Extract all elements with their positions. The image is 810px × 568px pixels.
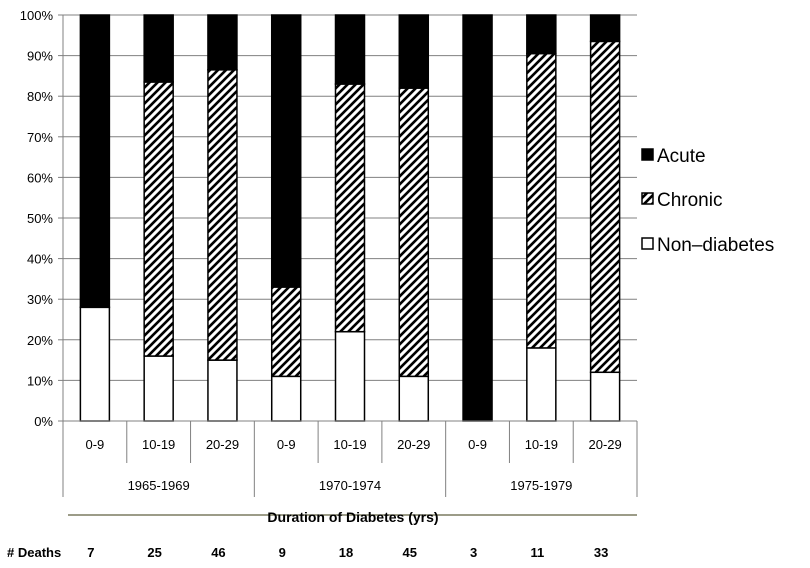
x-axis: 0-9 10-19 20-29 0-9 10-19 20-29 0-9 10-19 20-29 1… bbox=[62, 420, 638, 516]
bar-segment-acute bbox=[270, 14, 302, 288]
y-tick-label: 60% bbox=[27, 170, 53, 185]
x-group-label: 1975-1979 bbox=[510, 478, 572, 493]
x-group-label: 1965-1969 bbox=[128, 478, 190, 493]
bar-segment-nondiabetes bbox=[589, 371, 621, 422]
bar-segment-nondiabetes bbox=[526, 347, 557, 422]
bars bbox=[79, 14, 621, 422]
y-tick-label: 70% bbox=[27, 130, 53, 145]
bar-segment-chronic bbox=[334, 83, 366, 333]
bar-segment-acute bbox=[526, 14, 557, 55]
x-group-label: 1970-1974 bbox=[319, 478, 381, 493]
bar-segment-nondiabetes bbox=[398, 375, 430, 422]
y-tick-label: 10% bbox=[27, 373, 53, 388]
bar-segment-acute bbox=[143, 14, 174, 83]
bar-segment-acute bbox=[207, 14, 238, 71]
bar-segment-chronic bbox=[589, 40, 621, 374]
bar-segment-chronic bbox=[207, 69, 238, 361]
deaths-value: 18 bbox=[339, 545, 353, 560]
y-tick-label: 0% bbox=[34, 414, 53, 429]
deaths-value: 7 bbox=[87, 545, 94, 560]
deaths-value: 3 bbox=[470, 545, 477, 560]
legend-nondiabetes-label: Non–diabetes bbox=[657, 235, 774, 256]
x-tick-label: 10-19 bbox=[525, 437, 558, 452]
bar-segment-chronic bbox=[398, 87, 430, 378]
bar-segment-acute bbox=[589, 14, 621, 43]
x-tick-label: 20-29 bbox=[206, 437, 239, 452]
deaths-label: # Deaths bbox=[7, 545, 61, 560]
y-tick-label: 100% bbox=[20, 8, 54, 23]
bar-segment-acute bbox=[462, 14, 493, 422]
bar-segment-chronic bbox=[526, 52, 557, 349]
legend: Acute Chronic Non–diabetes bbox=[641, 146, 774, 256]
deaths-value: 25 bbox=[147, 545, 161, 560]
bar-segment-nondiabetes bbox=[270, 375, 302, 422]
legend-acute-swatch bbox=[641, 148, 654, 161]
bar-segment-acute bbox=[79, 14, 111, 309]
legend-nondiabetes-swatch bbox=[641, 237, 654, 250]
bar-segment-nondiabetes bbox=[143, 355, 174, 422]
deaths-value: 11 bbox=[530, 545, 544, 560]
y-axis: 0% 10% 20% 30% 40% 50% 60% 70% 80% 90% 100% bbox=[20, 8, 64, 429]
bar-segment-nondiabetes bbox=[334, 330, 366, 422]
bar-segment-chronic bbox=[270, 286, 302, 378]
bar-segment-acute bbox=[398, 14, 430, 89]
x-tick-label: 20-29 bbox=[588, 437, 621, 452]
x-tick-label: 0-9 bbox=[468, 437, 487, 452]
y-tick-label: 90% bbox=[27, 49, 53, 64]
legend-acute-label: Acute bbox=[657, 146, 706, 167]
x-tick-label: 20-29 bbox=[397, 437, 430, 452]
legend-chronic-label: Chronic bbox=[657, 190, 722, 211]
x-tick-label: 0-9 bbox=[277, 437, 296, 452]
deaths-value: 45 bbox=[403, 545, 417, 560]
y-tick-label: 50% bbox=[27, 211, 53, 226]
y-tick-label: 20% bbox=[27, 333, 53, 348]
y-tick-label: 40% bbox=[27, 252, 53, 267]
bar-segment-nondiabetes bbox=[207, 359, 238, 422]
x-tick-label: 10-19 bbox=[142, 437, 175, 452]
deaths-value: 46 bbox=[211, 545, 225, 560]
x-axis-title: Duration of Diabetes (yrs) bbox=[267, 509, 438, 525]
y-tick-label: 80% bbox=[27, 89, 53, 104]
bar-segment-acute bbox=[334, 14, 366, 85]
bar-segment-nondiabetes bbox=[79, 306, 111, 422]
y-tick-label: 30% bbox=[27, 292, 53, 307]
x-tick-label: 10-19 bbox=[333, 437, 366, 452]
bar-segment-chronic bbox=[143, 81, 174, 357]
x-tick-label: 0-9 bbox=[85, 437, 104, 452]
deaths-row: # Deaths 7 25 46 9 18 45 3 11 33 bbox=[7, 545, 608, 560]
deaths-value: 33 bbox=[594, 545, 608, 560]
legend-chronic-swatch bbox=[641, 192, 654, 205]
deaths-value: 9 bbox=[279, 545, 286, 560]
